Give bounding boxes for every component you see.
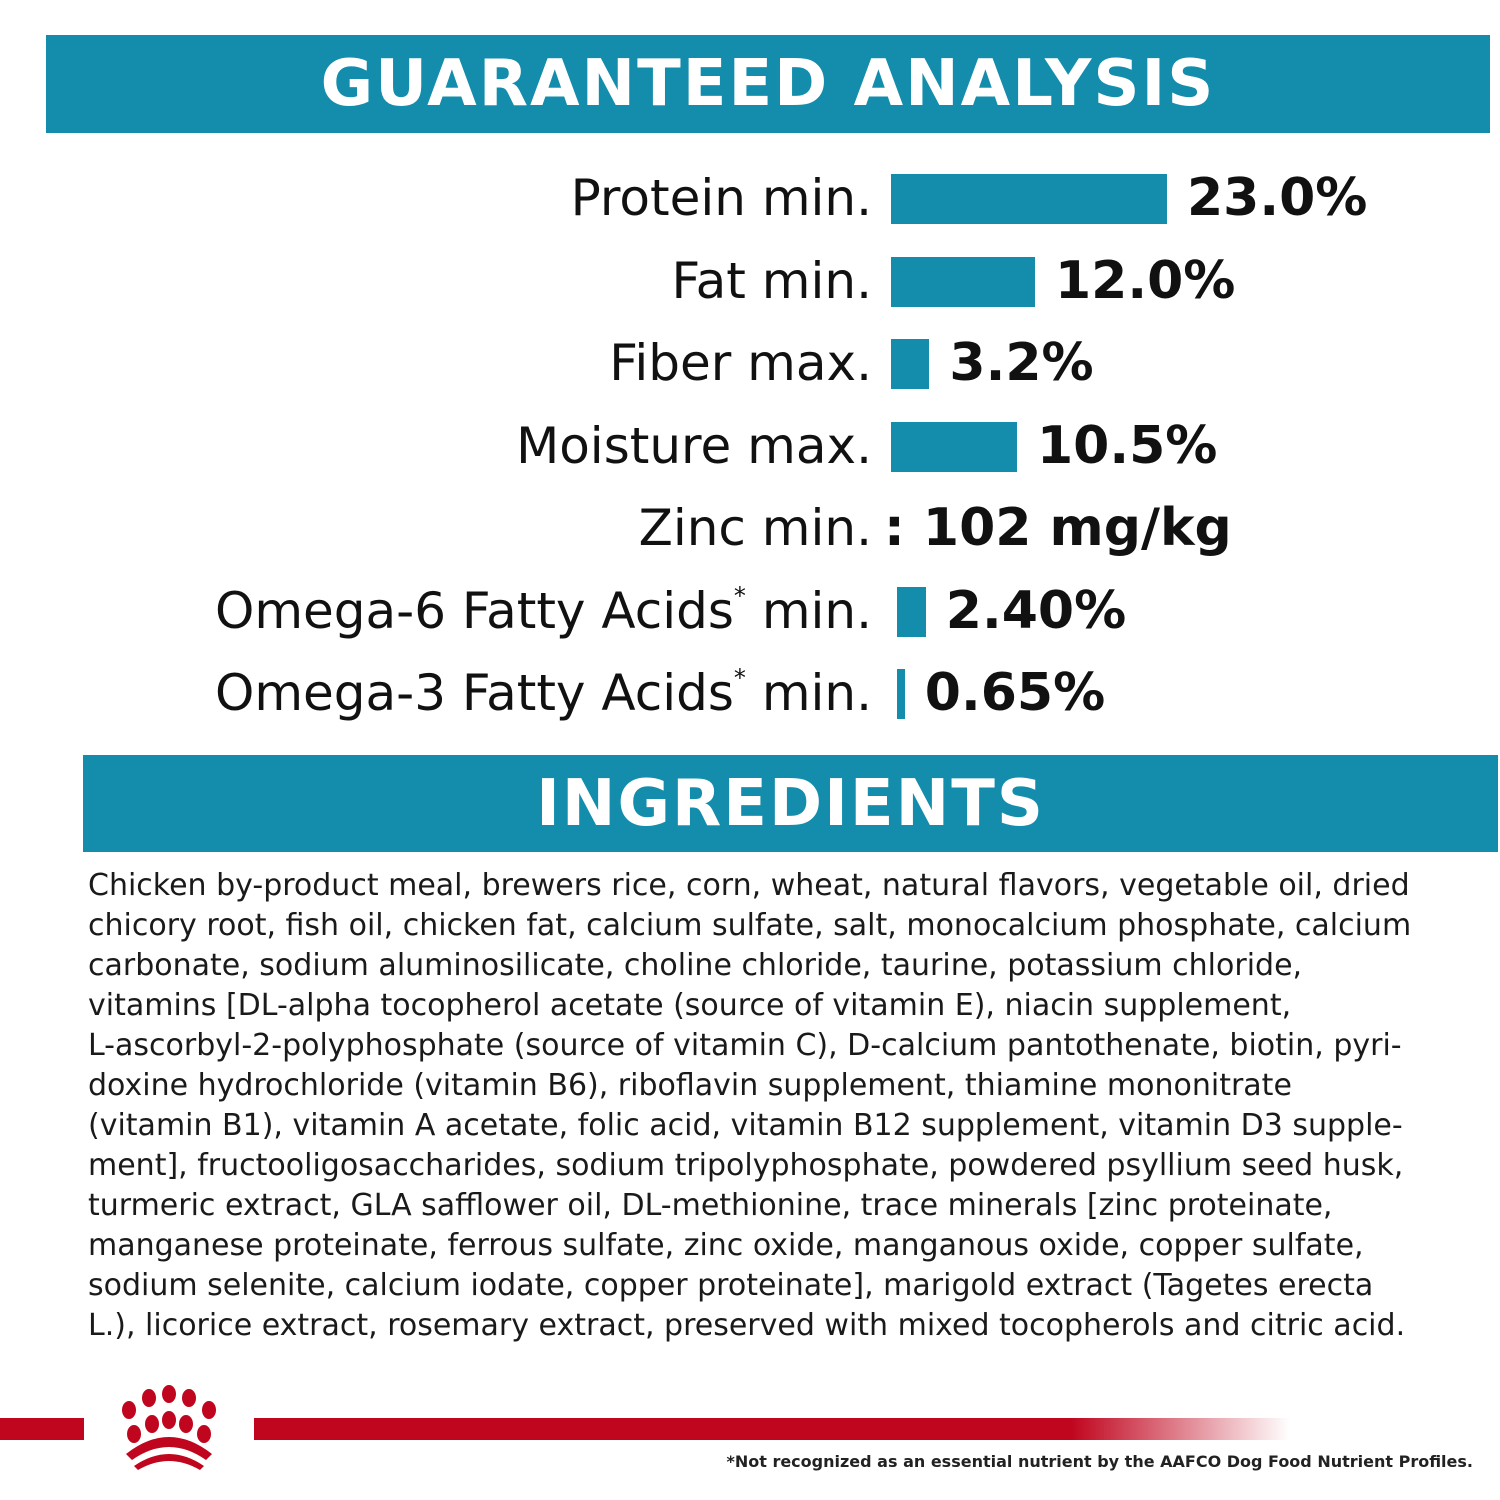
ingredients-line: doxine hydrochloride (vitamin B6), ribof… [88,1068,1292,1103]
value-label: : 102 mg/kg [884,498,1232,558]
ingredients-line: chicory root, fish oil, chicken fat, cal… [88,908,1412,943]
analysis-label: Moisture max. [516,416,872,476]
label-text: Fat min. [671,251,873,310]
label-text: Moisture max. [516,416,872,475]
ingredients-line: turmeric extract, GLA safflower oil, DL-… [88,1188,1333,1223]
label-text: Zinc min. [638,499,872,557]
ingredients-line: (vitamin B1), vitamin A acetate, folic a… [88,1108,1403,1143]
analysis-row: Fat min. 12.0% [0,251,1500,311]
analysis-label: Zinc min. [639,498,872,558]
analysis-label: Omega-3 Fatty Acids* min. [215,663,872,723]
asterisk: * [733,664,746,692]
analysis-row: Fiber max. 3.2% [0,333,1500,393]
analysis-label: Omega-6 Fatty Acids* min. [215,581,872,641]
value-label: 2.40% [945,580,1127,641]
value-bar [897,669,905,719]
label-text: Protein min. [570,169,872,227]
analysis-row: Zinc min.: 102 mg/kg [0,498,1500,558]
value-bar [891,256,1035,307]
guaranteed-analysis-header: GUARANTEED ANALYSIS [46,35,1490,133]
label-suffix: min. [745,664,872,722]
analysis-label: Fiber max. [609,333,872,393]
value-label: 12.0% [1055,250,1236,311]
royal-canin-crown-icon [84,1382,254,1472]
value-label: 0.65% [924,663,1106,723]
value-bar [891,339,930,389]
footnote: *Not recognized as an essential nutrient… [726,1452,1473,1471]
ingredients-line: L-ascorbyl-2-polyphosphate (source of vi… [88,1028,1402,1063]
brand-stripe [0,1418,1290,1440]
ingredients-list: Chicken by-product meal, brewers rice, c… [88,866,1498,1346]
analysis-row: Omega-3 Fatty Acids* min. 0.65% [0,663,1500,723]
ingredients-line: sodium selenite, calcium iodate, copper … [88,1268,1374,1303]
label-suffix: min. [745,581,872,640]
analysis-row: Omega-6 Fatty Acids* min. 2.40% [0,581,1500,641]
ingredients-line: L.), licorice extract, rosemary extract,… [88,1308,1406,1343]
analysis-label: Fat min. [672,251,873,311]
ingredients-line: vitamins [DL-alpha tocopherol acetate (s… [88,988,1292,1023]
ingredients-line: ment], fructooligosaccharides, sodium tr… [88,1148,1404,1183]
ingredients-header: INGREDIENTS [83,755,1498,852]
ingredients-line: manganese proteinate, ferrous sulfate, z… [88,1228,1364,1263]
analysis-row: Moisture max. 10.5% [0,416,1500,476]
ingredients-line: Chicken by-product meal, brewers rice, c… [88,868,1410,903]
ingredients-line: carbonate, sodium aluminosilicate, choli… [88,948,1303,983]
value-bar [897,586,926,637]
value-bar [891,174,1167,224]
label-text: Omega-6 Fatty Acids [214,581,734,640]
label-text: Omega-3 Fatty Acids [214,664,734,722]
value-label: 3.2% [949,333,1094,393]
label-text: Fiber max. [609,334,872,392]
value-bar [891,421,1017,472]
asterisk: * [733,581,746,610]
analysis-row: Protein min. 23.0% [0,168,1500,228]
value-label: 10.5% [1037,415,1218,476]
value-label: 23.0% [1187,168,1368,228]
analysis-label: Protein min. [571,168,872,228]
